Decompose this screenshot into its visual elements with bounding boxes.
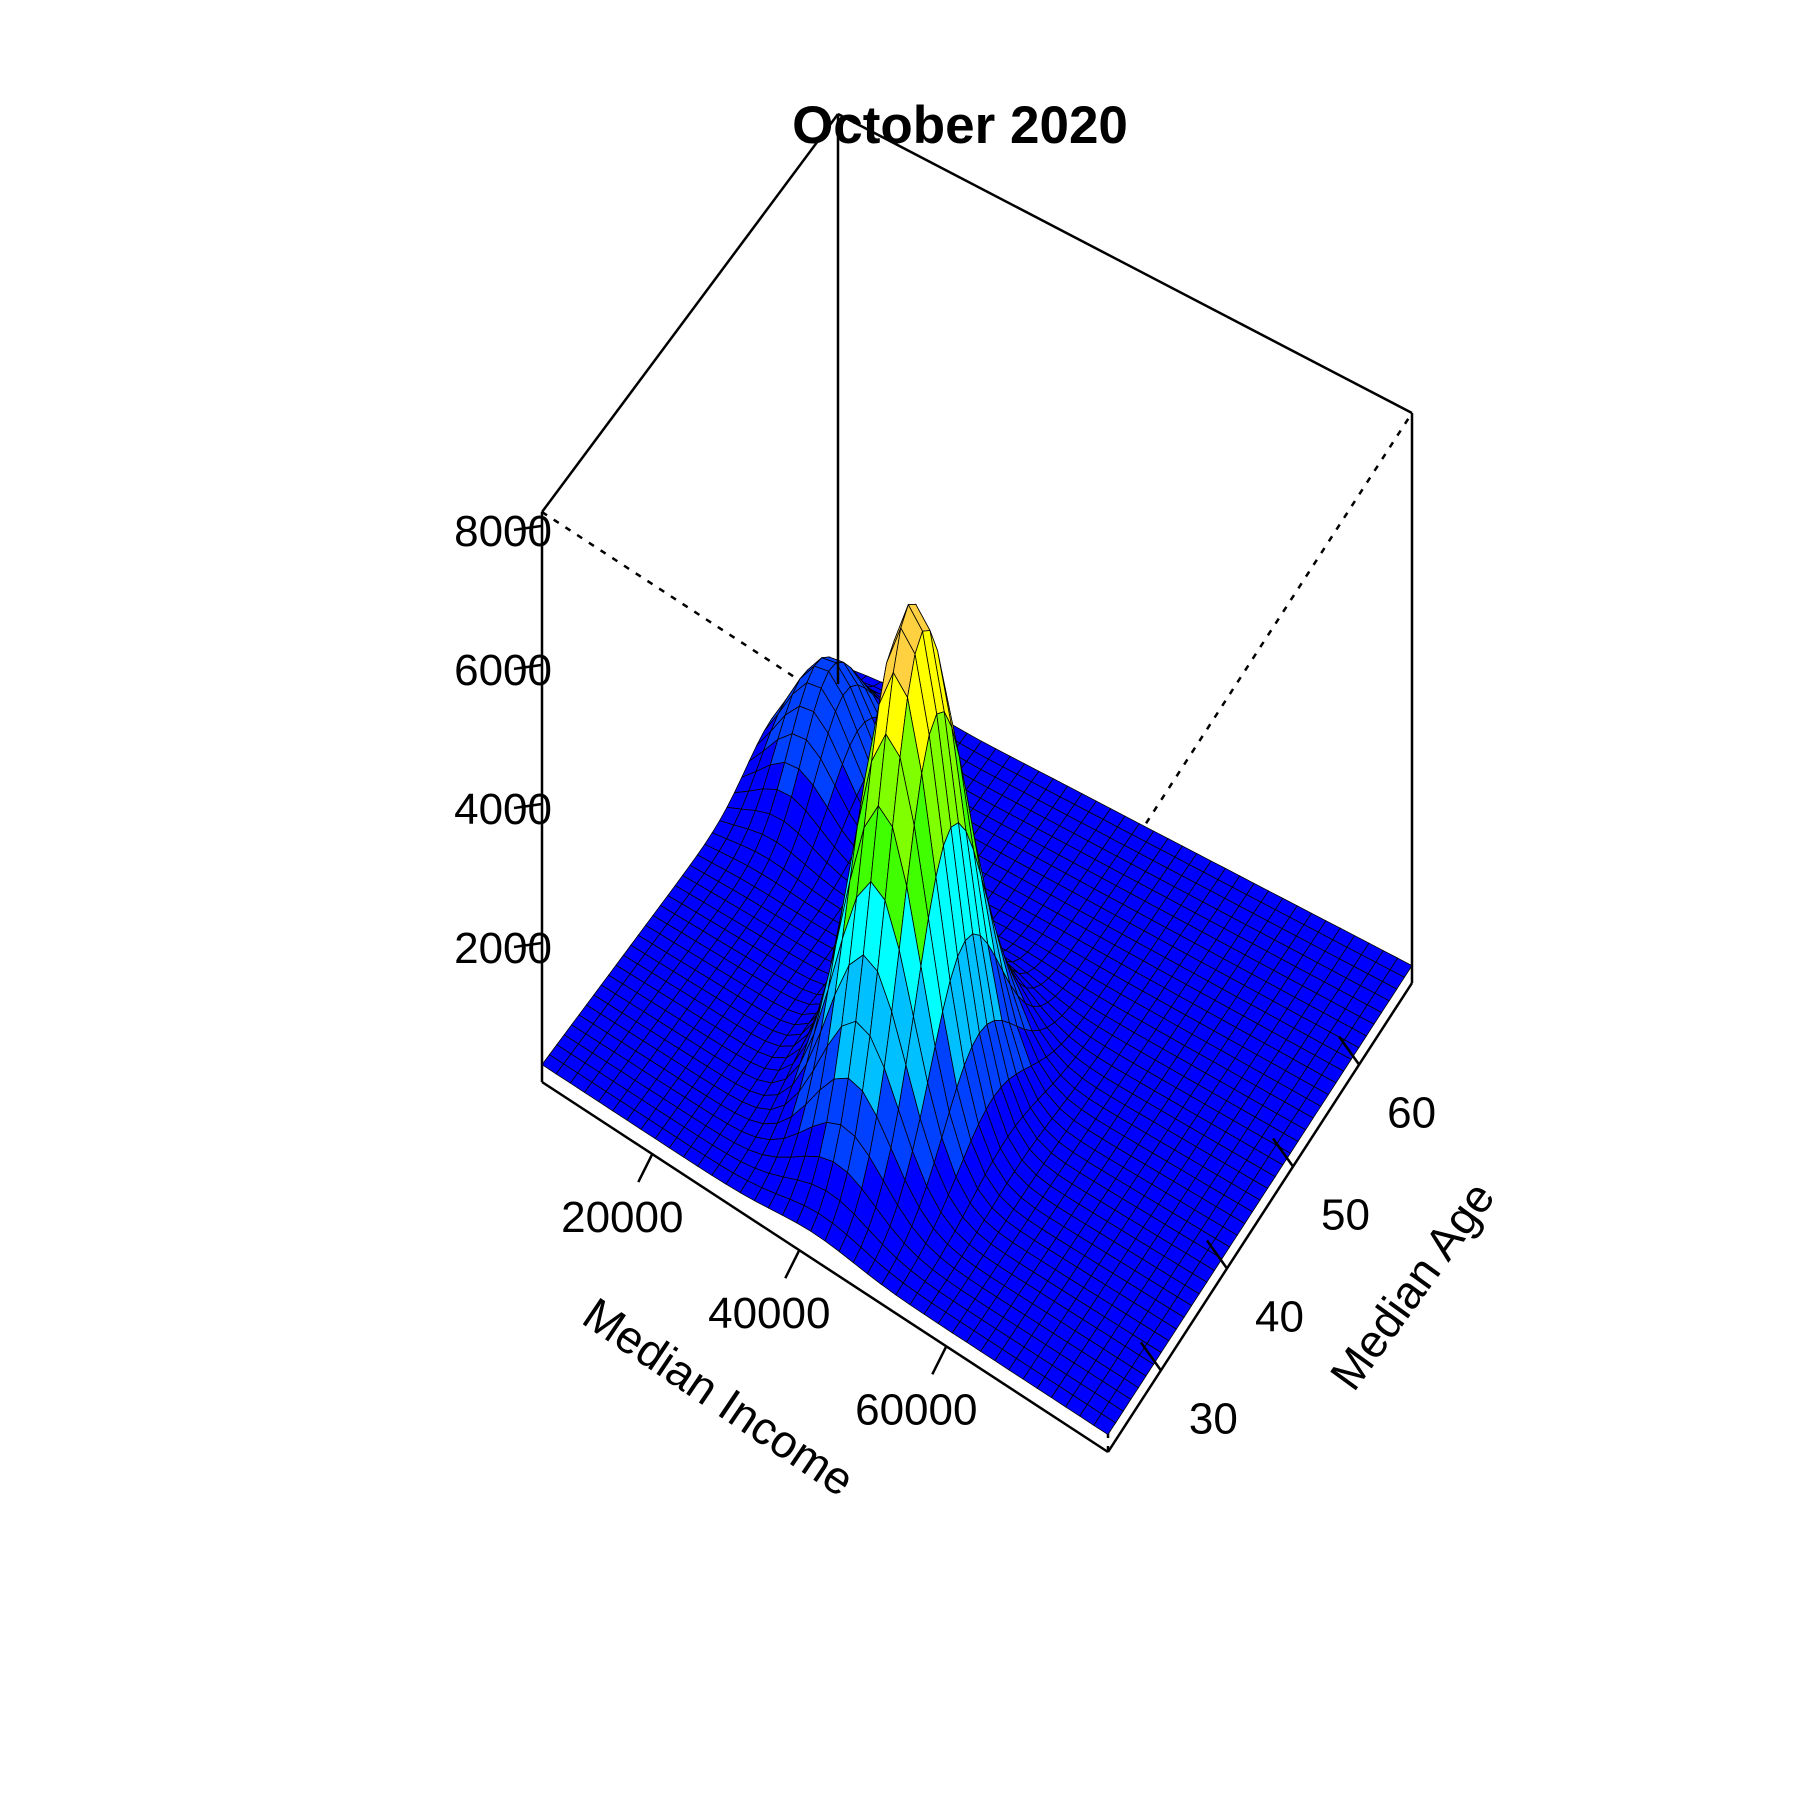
chart-title: October 2020: [792, 96, 1128, 155]
axis-ticks: 20000 40000 60000 30 40 50 60 2000 4000 6000 8000: [454, 507, 1436, 1444]
x-tick-label: 20000: [561, 1193, 683, 1242]
x-tick-label: 40000: [708, 1289, 830, 1338]
surface-facet: [1093, 1413, 1117, 1436]
front-box-lines: [540, 112, 1414, 1454]
box-edge: [1106, 982, 1414, 1453]
y-tick-label: 60: [1387, 1089, 1436, 1138]
y-tick-label: 40: [1255, 1293, 1304, 1342]
z-tick-mark: [513, 663, 543, 671]
x-tick-mark: [931, 1345, 948, 1375]
y-tick-mark: [1139, 1341, 1162, 1372]
y-tick-label: 30: [1189, 1394, 1238, 1443]
y-tick-mark: [1205, 1239, 1229, 1270]
box-edge: [541, 1080, 1109, 1454]
z-tick-mark: [513, 802, 543, 810]
z-tick-label: 4000: [454, 785, 552, 834]
z-tick-label: 6000: [454, 646, 552, 695]
y-tick-mark: [1338, 1035, 1361, 1066]
box-edge: [540, 113, 840, 513]
z-tick-label: 2000: [454, 924, 552, 973]
z-tick-label: 8000: [454, 507, 552, 556]
y-tick-mark: [1271, 1137, 1295, 1168]
x-tick-mark: [784, 1249, 801, 1279]
surface-mesh: [541, 603, 1413, 1436]
box-edge: [837, 112, 1413, 415]
z-tick-mark: [513, 524, 543, 532]
x-tick-label: 60000: [855, 1385, 977, 1434]
x-tick-mark: [637, 1153, 654, 1183]
box-edge-hidden: [1106, 412, 1414, 883]
y-tick-label: 50: [1321, 1191, 1370, 1240]
z-tick-mark: [513, 941, 543, 949]
